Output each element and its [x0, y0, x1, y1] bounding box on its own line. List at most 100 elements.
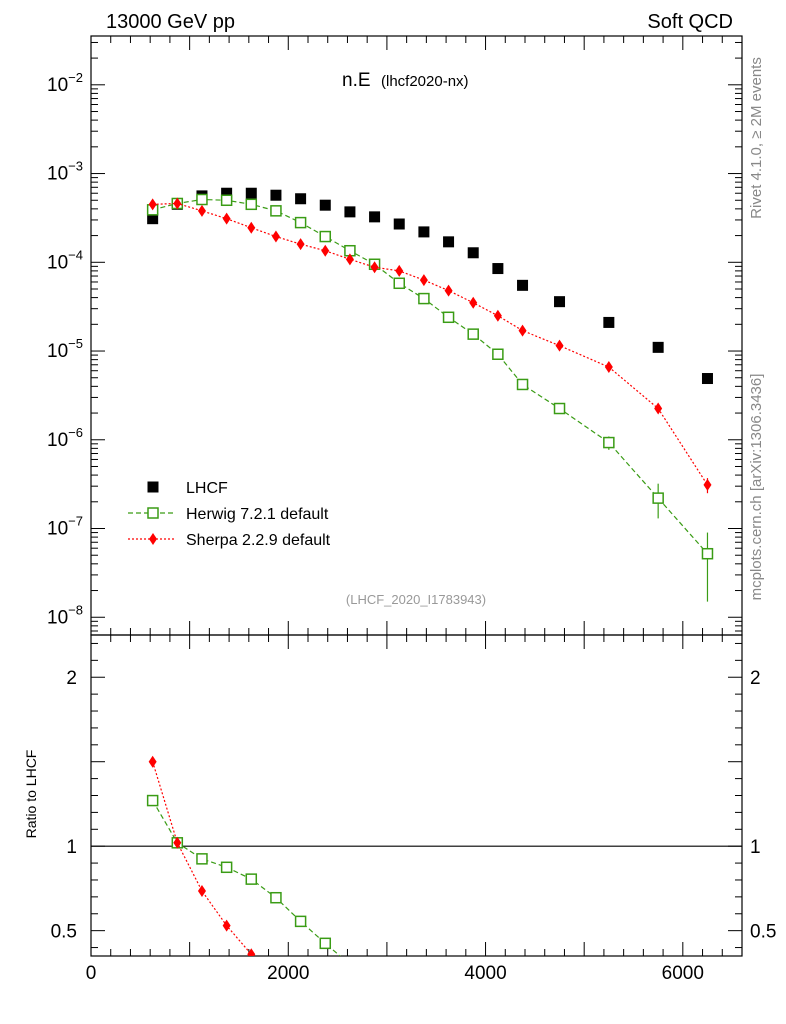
data-point-sherpa: [148, 198, 157, 211]
data-point-lhcf: [652, 341, 664, 353]
data-point-herwig: [492, 348, 504, 360]
ratio-point-sherpa: [148, 755, 157, 768]
data-point-lhcf: [221, 187, 233, 199]
data-point-lhcf: [603, 316, 615, 328]
data-point-lhcf: [492, 263, 504, 275]
data-point-sherpa: [271, 230, 280, 243]
ratio-point-herwig: [220, 861, 233, 874]
ratio-plot-border: [90, 634, 743, 957]
ratio-tick-label-right: 0.5: [750, 922, 776, 943]
data-point-sherpa: [444, 284, 453, 297]
legend-marker-sherpa: [149, 533, 157, 545]
data-point-sherpa: [222, 212, 231, 225]
x-tick-label: 4000: [464, 963, 506, 984]
data-point-lhcf: [517, 279, 529, 291]
ratio-axis-label: Ratio to LHCF: [23, 750, 39, 839]
data-point-herwig: [270, 205, 282, 217]
y-tick-label: 10−3: [47, 159, 83, 185]
main-data-area: [146, 187, 714, 602]
data-point-sherpa: [321, 244, 330, 257]
x-tick-label: 6000: [662, 963, 704, 984]
data-point-sherpa: [703, 478, 712, 491]
data-point-sherpa: [296, 238, 305, 251]
ratio-plot-frame: [90, 634, 743, 957]
data-point-sherpa: [395, 264, 404, 277]
legend-marker-herwig: [147, 507, 159, 519]
data-point-lhcf: [554, 296, 566, 308]
y-tick-label: 10−4: [47, 247, 83, 273]
ratio-line-sherpa: [152, 761, 254, 956]
data-point-herwig: [319, 230, 332, 243]
data-point-lhcf: [245, 187, 257, 199]
data-point-lhcf: [270, 189, 282, 201]
data-point-lhcf: [393, 218, 405, 230]
data-point-lhcf: [467, 247, 479, 259]
y-tick-label: 10−2: [47, 70, 83, 96]
ratio-point-herwig: [245, 873, 258, 885]
data-point-herwig: [516, 378, 529, 391]
data-point-lhcf: [295, 193, 307, 205]
ratio-point-herwig: [146, 794, 159, 807]
legend: LHCF Herwig 7.2.1 default Sherpa 2.2.9 def…: [128, 480, 331, 549]
axis-ticks: 10−8 10−7 10−6 10−5 10−4 10−3 10−2 0 2000 4000 600…: [47, 36, 776, 984]
data-point-lhcf: [344, 206, 356, 218]
data-point-herwig: [603, 436, 615, 449]
analysis-tag: (LHCF_2020_I1783943): [346, 592, 486, 607]
ratio-point-herwig: [196, 853, 208, 865]
data-point-herwig: [245, 198, 258, 211]
ratio-point-herwig: [270, 891, 282, 904]
ratio-tick-label-right: 1: [750, 837, 761, 858]
legend-label-sherpa: Sherpa 2.2.9 default: [186, 532, 331, 549]
data-point-lhcf: [443, 236, 455, 248]
data-point-herwig: [393, 277, 405, 290]
ratio-point-herwig: [345, 959, 355, 969]
header-category-label: Soft QCD: [647, 11, 733, 33]
data-point-lhcf: [319, 199, 331, 211]
ratio-point-herwig: [319, 937, 332, 950]
legend-label-herwig: Herwig 7.2.1 default: [186, 506, 329, 523]
data-point-sherpa: [370, 261, 379, 274]
data-point-lhcf: [147, 213, 159, 225]
data-point-lhcf: [418, 226, 430, 238]
ratio-point-sherpa: [222, 919, 231, 932]
main-series-group: [146, 187, 714, 602]
ratio-tick-label-left: 1: [66, 837, 77, 858]
data-point-herwig: [553, 402, 566, 415]
y-tick-label: 10−5: [47, 336, 83, 362]
ratio-series-group: [146, 755, 355, 969]
ratio-tick-label-left: 0.5: [51, 922, 77, 943]
data-point-sherpa: [173, 197, 182, 210]
legend-label-lhcf: LHCF: [186, 480, 228, 497]
x-tick-label: 0: [86, 963, 97, 984]
y-tick-label: 10−8: [47, 602, 83, 628]
ratio-point-sherpa: [247, 948, 256, 956]
data-point-sherpa: [493, 309, 502, 322]
data-point-sherpa: [197, 204, 206, 217]
y-tick-label: 10−6: [47, 425, 83, 451]
ratio-tick-label-right: 2: [750, 668, 761, 689]
data-point-sherpa: [345, 253, 354, 266]
ratio-point-herwig: [294, 915, 307, 928]
data-point-herwig: [418, 292, 430, 305]
data-point-sherpa: [518, 324, 527, 337]
mcplots-credit-label: mcplots.cern.ch [arXiv:1306.3436]: [748, 374, 765, 601]
data-point-lhcf: [369, 211, 381, 223]
series-line-sherpa: [152, 202, 708, 486]
data-point-sherpa: [469, 296, 478, 309]
chart-title: n.E: [342, 70, 371, 91]
data-point-sherpa: [419, 274, 428, 287]
ratio-point-sherpa: [173, 836, 182, 849]
header-beam-label: 13000 GeV pp: [106, 11, 235, 33]
legend-marker-lhcf: [147, 481, 159, 493]
data-point-herwig: [196, 193, 208, 206]
data-point-sherpa: [555, 339, 564, 352]
data-point-lhcf: [701, 373, 713, 385]
series-line-herwig: [152, 198, 708, 555]
ratio-tick-label-left: 2: [66, 668, 77, 689]
data-point-sherpa: [604, 361, 613, 374]
x-tick-label: 2000: [267, 963, 309, 984]
data-point-herwig: [467, 328, 479, 340]
data-point-herwig: [220, 194, 233, 207]
data-point-herwig: [294, 216, 307, 229]
